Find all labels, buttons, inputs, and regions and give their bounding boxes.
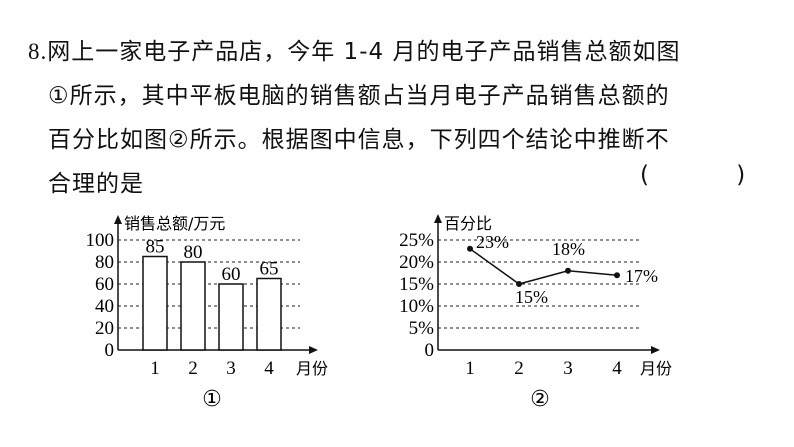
x-axis-arrow [309, 346, 318, 354]
x-axis-title: 月份 [296, 359, 328, 378]
bar-value-label: 65 [260, 259, 279, 280]
y-tick-label: 20 [95, 318, 114, 339]
y-tick-label: 80 [95, 252, 114, 273]
question-number: 8. [28, 39, 48, 64]
bar-month-2 [180, 261, 206, 351]
y-axis-title: 销售总额/万元 [124, 214, 225, 233]
y-tick-label: 60 [95, 274, 114, 295]
y-tick-label: 40 [95, 296, 114, 317]
question-line-1: 8.网上一家电子产品店，今年 1-4 月的电子产品销售总额如图 [28, 39, 681, 65]
x-tick-label: 3 [226, 358, 236, 379]
chart-caption: ① [202, 387, 222, 412]
answer-parentheses: ( ) [640, 162, 786, 188]
y-axis-arrow [114, 215, 122, 224]
y-tick-label: 100 [86, 230, 115, 251]
question-text: 8.网上一家电子产品店，今年 1-4 月的电子产品销售总额如图 ①所示，其中平板… [28, 30, 768, 206]
question-line-2: ①所示，其中平板电脑的销售额占当月电子产品销售总额的 [48, 83, 670, 109]
x-tick-label: 4 [264, 358, 274, 379]
x-tick-label: 1 [150, 358, 160, 379]
question-line-3: 百分比如图②所示。根据图中信息，下列四个结论中推断不 [48, 127, 670, 153]
bar-value-label: 80 [184, 242, 203, 263]
bar-value-label: 60 [222, 264, 241, 285]
y-tick-label: 0 [105, 340, 115, 361]
bar-month-3 [218, 283, 244, 351]
question-line-4: 合理的是 [48, 171, 144, 197]
bar-month-1 [142, 255, 168, 351]
bar-month-4 [256, 277, 282, 351]
bar-value-label: 85 [146, 237, 165, 258]
x-tick-label: 2 [188, 358, 198, 379]
